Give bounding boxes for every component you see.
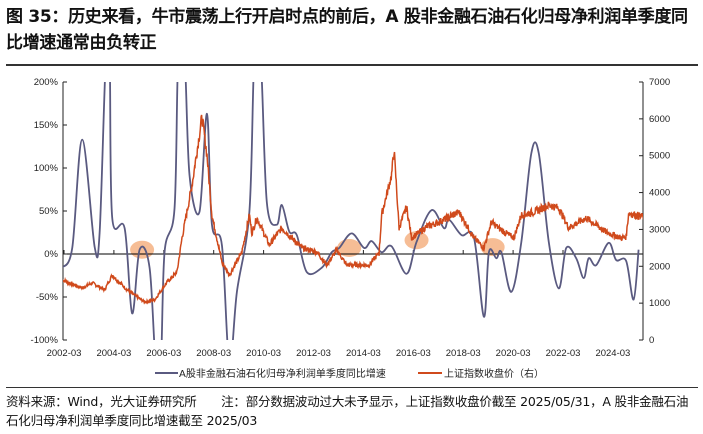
x-tick-label: 2022-03 (546, 348, 581, 359)
highlight-layer (130, 231, 505, 259)
right-tick-label: 5000 (649, 151, 670, 162)
profit-growth-line (63, 82, 640, 340)
left-tick-label: 50% (39, 206, 59, 217)
right-tick-label: 0 (649, 335, 654, 346)
x-tick-label: 2014-03 (346, 348, 381, 359)
right-tick-label: 2000 (649, 261, 670, 272)
x-tick-label: 2004-03 (96, 348, 131, 359)
series-layer (63, 82, 643, 340)
left-tick-label: 100% (34, 163, 59, 174)
shanghai-index-line (63, 114, 643, 305)
right-tick-label: 6000 (649, 114, 670, 125)
legend-label-index: 上证指数收盘价（右） (444, 367, 544, 380)
left-tick-label: 150% (34, 120, 59, 131)
x-tick-label: 2006-03 (146, 348, 181, 359)
x-tick-label: 2012-03 (296, 348, 331, 359)
left-tick-label: 200% (34, 77, 59, 88)
dual-axis-line-chart: -100% -50% 0% 50% 100% 150% 200% 0 1000 2000 3000 4… (31, 77, 671, 380)
legend-label-profit: A股非金融石油石化归母净利润单季度同比增速 (179, 367, 386, 380)
right-tick-label: 1000 (649, 298, 670, 309)
left-tick-label: 0% (44, 249, 58, 260)
source-note: 资料来源：Wind，光大证券研究所 注：部分数据波动过大未予显示，上证指数收盘价… (6, 394, 689, 428)
right-tick-label: 4000 (649, 188, 670, 199)
right-tick-label: 3000 (649, 224, 670, 235)
x-tick-label: 2010-03 (246, 348, 281, 359)
axes: -100% -50% 0% 50% 100% 150% 200% 0 1000 2000 3000 4… (31, 77, 671, 359)
footer-divider (6, 387, 698, 388)
chart-title: 图 35：历史来看，牛市震荡上行开启时点的前后，A 股非金融石油石化归母净利润单… (6, 7, 688, 53)
x-tick-label: 2008-03 (196, 348, 231, 359)
x-tick-label: 2024-03 (595, 348, 630, 359)
right-tick-label: 7000 (649, 77, 670, 88)
legend: A股非金融石油石化归母净利润单季度同比增速 上证指数收盘价（右） (155, 367, 544, 380)
x-tick-label: 2016-03 (396, 348, 431, 359)
title-divider (6, 64, 698, 66)
left-tick-label: -50% (36, 292, 59, 303)
left-tick-label: -100% (31, 335, 59, 346)
x-tick-label: 2002-03 (47, 348, 82, 359)
x-tick-label: 2020-03 (496, 348, 531, 359)
x-tick-label: 2018-03 (446, 348, 481, 359)
highlight-ellipse (130, 240, 155, 259)
